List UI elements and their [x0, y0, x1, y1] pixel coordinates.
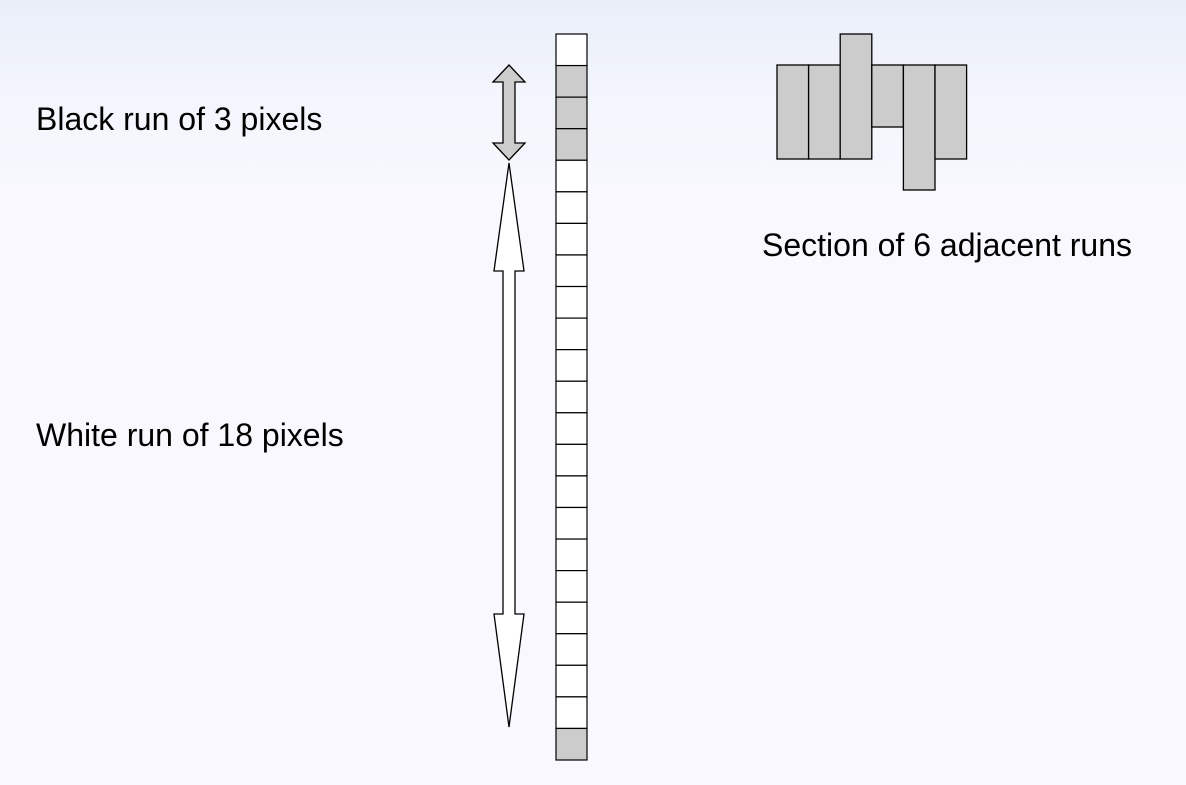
adjacent-run-4: [871, 64, 905, 128]
black-run-label: Black run of 3 pixels: [36, 101, 323, 137]
black-pixel-cell: [555, 64, 588, 98]
adjacent-run-3: [839, 33, 873, 160]
pixel-column: [555, 33, 588, 761]
adjacent-run-2: [807, 64, 841, 160]
white-pixel-cell: [555, 475, 588, 509]
white-pixel-cell: [555, 380, 588, 414]
black-run-double-arrow: [491, 64, 527, 161]
adjacent-runs-group: [776, 33, 968, 191]
section-runs-label: Section of 6 adjacent runs: [762, 227, 1133, 263]
white-pixel-cell: [555, 285, 588, 319]
white-run-label: White run of 18 pixels: [36, 417, 344, 453]
white-run-double-arrow: [493, 162, 525, 728]
white-pixel-cell: [555, 159, 588, 193]
white-pixel-cell: [555, 443, 588, 477]
white-pixel-cell: [555, 191, 588, 225]
white-pixel-cell: [555, 538, 588, 572]
white-pixel-cell: [555, 664, 588, 698]
white-pixel-cell: [555, 633, 588, 666]
white-pixel-cell: [555, 570, 588, 603]
adjacent-run-1: [776, 64, 810, 160]
white-pixel-cell: [555, 222, 588, 256]
white-pixel-cell: [555, 33, 588, 67]
white-pixel-cell: [555, 506, 588, 540]
white-pixel-cell: [555, 412, 588, 445]
white-pixel-cell: [555, 601, 588, 635]
white-pixel-cell: [555, 317, 588, 351]
white-pixel-cell: [555, 349, 588, 382]
adjacent-run-6: [934, 64, 968, 160]
black-pixel-cell: [555, 96, 588, 130]
black-pixel-cell: [555, 128, 588, 161]
adjacent-run-5: [902, 64, 936, 191]
black-pixel-cell: [555, 727, 588, 761]
white-pixel-cell: [555, 696, 588, 730]
white-pixel-cell: [555, 254, 588, 288]
